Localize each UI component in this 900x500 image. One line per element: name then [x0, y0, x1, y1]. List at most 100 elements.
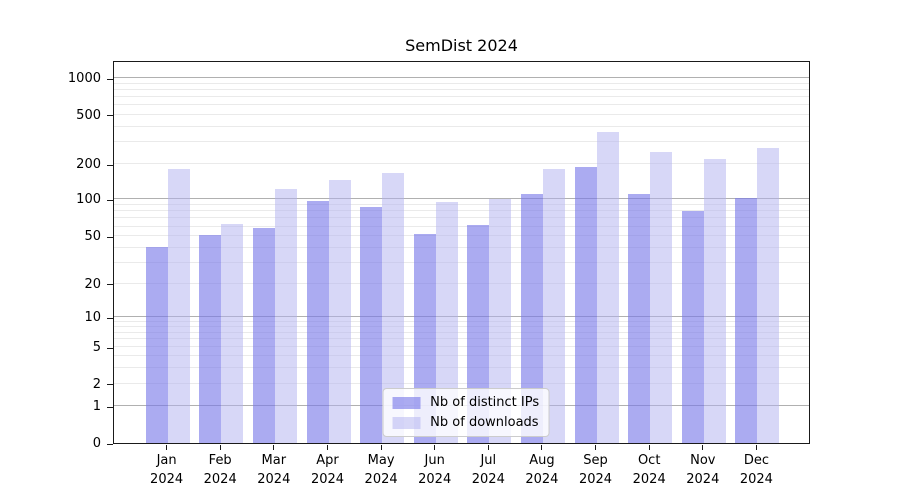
y-axis-tick-label: 20 — [84, 276, 101, 292]
legend: Nb of distinct IPs Nb of downloads — [382, 388, 550, 437]
bar-distinct-ips-feb — [199, 235, 222, 443]
x-axis-tick-mark — [273, 445, 275, 450]
x-tick-month: Jul — [480, 453, 497, 468]
bar-downloads-jul — [489, 198, 512, 443]
gridline-minor — [114, 225, 809, 227]
bar-distinct-ips-oct — [628, 194, 651, 443]
x-axis-tick-mark — [166, 445, 168, 450]
x-tick-year: 2024 — [632, 472, 666, 487]
x-tick-month: Dec — [743, 453, 769, 468]
gridline-minor — [114, 338, 809, 340]
legend-swatch-downloads — [392, 416, 421, 429]
gridline-minor — [114, 382, 809, 384]
bar-distinct-ips-dec — [735, 198, 758, 443]
x-axis-tick-label: Dec 2024 — [726, 451, 786, 489]
y-axis-tick-label: 1 — [92, 399, 101, 414]
gridline-minor — [114, 163, 809, 164]
y-axis-tick-label: 500 — [76, 107, 101, 123]
y-axis-tick-mark — [107, 115, 113, 116]
gridline-minor — [114, 103, 809, 105]
x-tick-year: 2024 — [739, 472, 773, 487]
x-tick-month: May — [367, 453, 395, 468]
bar-downloads-may — [382, 173, 405, 443]
gridline-major — [114, 198, 809, 200]
x-tick-year: 2024 — [525, 472, 559, 487]
bar-downloads-nov — [703, 158, 726, 443]
x-axis-tick-mark — [487, 445, 489, 450]
y-axis-tick-mark — [107, 443, 113, 445]
x-tick-month: Aug — [529, 453, 555, 468]
y-axis-tick-label: 2 — [92, 376, 101, 392]
x-axis-tick-label: Jun 2024 — [405, 451, 465, 489]
x-tick-month: Jan — [156, 453, 177, 468]
plot-area: Nb of distinct IPs Nb of downloads — [113, 61, 810, 444]
y-axis-tick-label: 100 — [76, 192, 101, 208]
y-axis-tick-mark — [107, 406, 113, 408]
bar-downloads-feb — [221, 224, 244, 443]
y-axis-tick-label: 200 — [76, 157, 101, 172]
legend-item-downloads: Nb of downloads — [392, 415, 539, 430]
x-tick-month: Feb — [208, 453, 232, 468]
x-axis-tick-label: Jul 2024 — [458, 451, 518, 489]
x-axis-tick-label: Feb 2024 — [190, 451, 250, 489]
gridline-minor — [114, 320, 809, 322]
bar-distinct-ips-jan — [145, 246, 168, 443]
y-axis-tick-label: 1000 — [67, 71, 101, 86]
gridline-minor — [114, 346, 809, 348]
bar-downloads-jun — [435, 201, 458, 443]
x-axis-tick-label: Sep 2024 — [566, 451, 626, 489]
y-axis-tick-mark — [107, 347, 113, 349]
gridline-minor — [114, 366, 809, 368]
gridline-minor — [114, 113, 809, 115]
y-axis-tick-mark — [107, 199, 113, 201]
x-tick-year: 2024 — [364, 472, 398, 487]
y-axis-tick-mark — [107, 317, 113, 319]
y-axis-tick-mark — [107, 164, 113, 166]
bar-distinct-ips-sep — [574, 166, 597, 443]
gridline-major — [114, 77, 809, 78]
legend-label-distinct-ips: Nb of distinct IPs — [430, 395, 540, 410]
x-axis-tick-label: Oct 2024 — [619, 451, 679, 489]
y-axis-tick-mark — [107, 78, 113, 80]
x-tick-month: Jun — [424, 453, 445, 468]
x-axis-tick-label: Jan 2024 — [137, 451, 197, 489]
x-tick-year: 2024 — [203, 472, 237, 487]
x-tick-year: 2024 — [150, 472, 184, 487]
gridline-minor — [114, 282, 809, 284]
gridline-minor — [114, 95, 809, 97]
y-axis-tick-mark — [107, 236, 113, 238]
gridline-minor — [114, 235, 809, 237]
x-axis-tick-mark — [434, 445, 436, 450]
gridline-minor — [114, 82, 809, 84]
x-axis-tick-mark — [595, 445, 596, 450]
y-axis-tick-label: 50 — [84, 229, 101, 245]
bar-downloads-mar — [274, 189, 297, 443]
x-tick-month: Oct — [637, 453, 661, 468]
gridline-minor — [114, 203, 809, 205]
bar-downloads-oct — [650, 151, 673, 443]
gridline-minor — [114, 355, 809, 357]
x-tick-month: Sep — [583, 453, 608, 468]
x-axis-tick-label: Apr 2024 — [298, 451, 358, 489]
gridline-minor — [114, 331, 809, 333]
gridline-minor — [114, 88, 809, 90]
x-tick-year: 2024 — [578, 472, 613, 487]
gridline-minor — [114, 210, 809, 212]
x-axis-tick-mark — [380, 445, 382, 450]
y-axis-tick-label: 10 — [84, 310, 101, 325]
bar-downloads-jan — [167, 169, 190, 443]
gridline-minor — [114, 325, 809, 327]
gridline-minor — [114, 261, 809, 263]
x-tick-month: Apr — [316, 453, 339, 468]
x-axis-tick-mark — [648, 445, 650, 450]
bar-distinct-ips-may — [360, 206, 383, 443]
x-axis-tick-label: Nov 2024 — [673, 451, 733, 489]
x-axis-tick-mark — [219, 445, 221, 450]
y-axis-tick-label: 5 — [92, 340, 101, 356]
x-axis-tick-label: Aug 2024 — [512, 451, 572, 489]
x-axis-tick-mark — [327, 445, 328, 450]
bar-downloads-sep — [596, 132, 619, 443]
gridline-minor — [114, 141, 809, 143]
gridline-minor — [114, 125, 809, 127]
